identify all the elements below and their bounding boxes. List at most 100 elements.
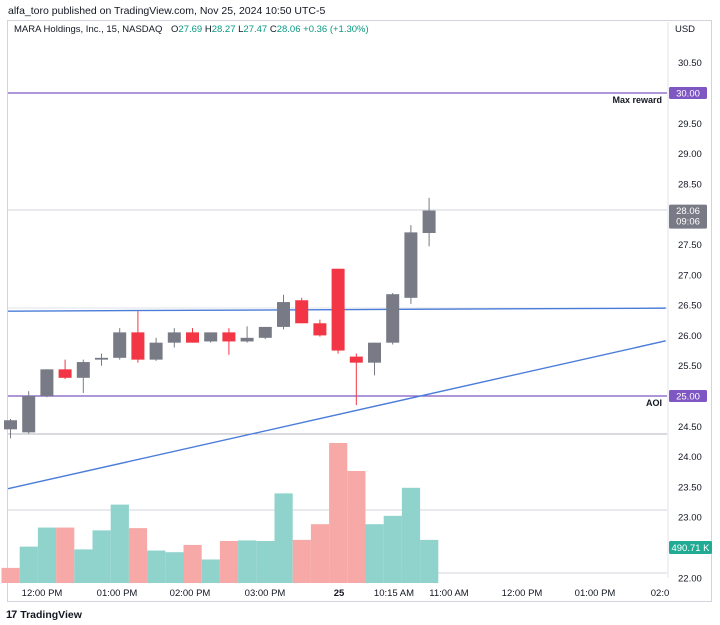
candle-body [58, 369, 72, 378]
last-price-tag-text: 28.06 [676, 206, 700, 217]
candle-body [349, 356, 363, 363]
y-tick-label: 24.50 [678, 422, 702, 433]
max-reward-price-tag-text: 30.00 [676, 89, 700, 100]
volume-bar [147, 550, 166, 583]
candle-body [167, 332, 181, 343]
last-price-tag [669, 204, 707, 229]
change-value: +0.36 (+1.30%) [303, 24, 369, 35]
volume-bar [37, 527, 57, 583]
x-tick-label: 01:00 PM [97, 588, 138, 599]
candle-body [40, 369, 54, 396]
candle-body [386, 294, 400, 343]
x-tick-label: 12:00 PM [22, 588, 63, 599]
aoi-price-tag-text: 25.00 [676, 392, 700, 403]
tradingview-logo[interactable]: 17 TradingView [6, 609, 82, 621]
low-label: L [238, 24, 244, 35]
candle-body [22, 396, 36, 433]
candle-body [368, 342, 381, 363]
volume-bar [19, 546, 38, 583]
volume-bar [219, 541, 239, 583]
high-label: H [204, 24, 212, 35]
volume-bar [56, 527, 75, 583]
volume-bar [310, 524, 330, 583]
y-tick-label: 29.50 [678, 119, 702, 130]
volume-bar [383, 515, 402, 583]
volume-bar [329, 443, 348, 583]
open-label: O [171, 24, 179, 35]
volume-bar [274, 493, 293, 583]
max-reward-price-tag [669, 87, 707, 99]
volume-bar [1, 567, 20, 583]
volume-bar [74, 549, 93, 583]
volume-price-tag [669, 541, 712, 554]
volume-bar [365, 524, 384, 583]
y-tick-label: 30.50 [678, 58, 702, 69]
y-tick-label: 25.50 [678, 361, 702, 372]
x-tick-label: 10:15 AM [374, 588, 414, 599]
lower-blue-line [7, 340, 666, 490]
close-value: 28.06 [276, 24, 301, 35]
candle-body [95, 357, 108, 360]
candle-body [331, 268, 345, 351]
y-tick-label: 24.00 [678, 452, 702, 463]
candle-body [313, 323, 327, 336]
volume-bar [292, 539, 311, 583]
y-tick-label: 23.00 [678, 513, 702, 524]
candle-body [422, 210, 436, 233]
candle-body [222, 332, 236, 342]
volume-bar [401, 487, 421, 583]
x-tick-label: 02:0 [651, 588, 670, 599]
candle-body [277, 302, 290, 327]
volume-bar [183, 544, 202, 583]
symbol-name[interactable]: MARA Holdings, Inc., 15, NASDAQ [14, 24, 163, 35]
last-price-tag-countdown: 09:06 [676, 217, 700, 228]
y-tick-label: 27.50 [678, 240, 702, 251]
currency-button[interactable]: USD [674, 23, 696, 35]
volume-bar [165, 552, 184, 583]
x-tick-label: 25 [334, 588, 345, 599]
y-tick-label: 22.00 [678, 573, 702, 584]
y-tick-label: 27.00 [678, 270, 702, 281]
chart-frame [7, 20, 712, 602]
high-value: 28.27 [211, 24, 236, 35]
y-tick-label: 26.50 [678, 301, 702, 312]
x-tick-label: 12:00 PM [502, 588, 543, 599]
x-tick-label: 11:00 AM [429, 588, 469, 599]
candle-body [295, 300, 309, 324]
y-tick-label: 29.00 [678, 149, 702, 160]
y-tick-label: 28.50 [678, 179, 702, 190]
candle-body [240, 337, 254, 342]
volume-bar [110, 504, 129, 583]
candle-body [76, 362, 90, 378]
candle-body [204, 332, 218, 342]
candle-body [258, 326, 272, 338]
x-tick-label: 01:00 PM [575, 588, 616, 599]
max-reward-label: Max reward [612, 95, 662, 105]
tradingview-logo-icon: 17 [6, 609, 17, 621]
volume-price-tag-text: 490.71 K [671, 543, 710, 554]
aoi-price-tag [669, 390, 707, 402]
tradingview-logo-text: TradingView [20, 609, 82, 621]
volume-bar [420, 539, 439, 583]
candle-body [404, 232, 418, 298]
open-value: 27.69 [178, 24, 203, 35]
candle-body [4, 420, 17, 430]
aoi-label: AOI [646, 398, 662, 408]
volume-bar [92, 530, 111, 583]
volume-bar [128, 528, 148, 583]
volume-bar [347, 471, 366, 583]
candle-body [186, 332, 199, 343]
x-tick-label: 03:00 PM [245, 588, 286, 599]
y-tick-label: 23.50 [678, 482, 702, 493]
y-tick-label: 26.00 [678, 331, 702, 342]
low-value: 27.47 [243, 24, 268, 35]
candle-body [113, 332, 127, 358]
publish-header: alfa_toro published on TradingView.com, … [8, 5, 326, 17]
volume-bar [201, 559, 220, 583]
symbol-legend: MARA Holdings, Inc., 15, NASDAQ O27.69 H… [14, 24, 369, 35]
candle-body [131, 332, 145, 360]
x-tick-label: 02:00 PM [170, 588, 211, 599]
volume-bar [238, 540, 257, 583]
close-label: C [269, 24, 277, 35]
